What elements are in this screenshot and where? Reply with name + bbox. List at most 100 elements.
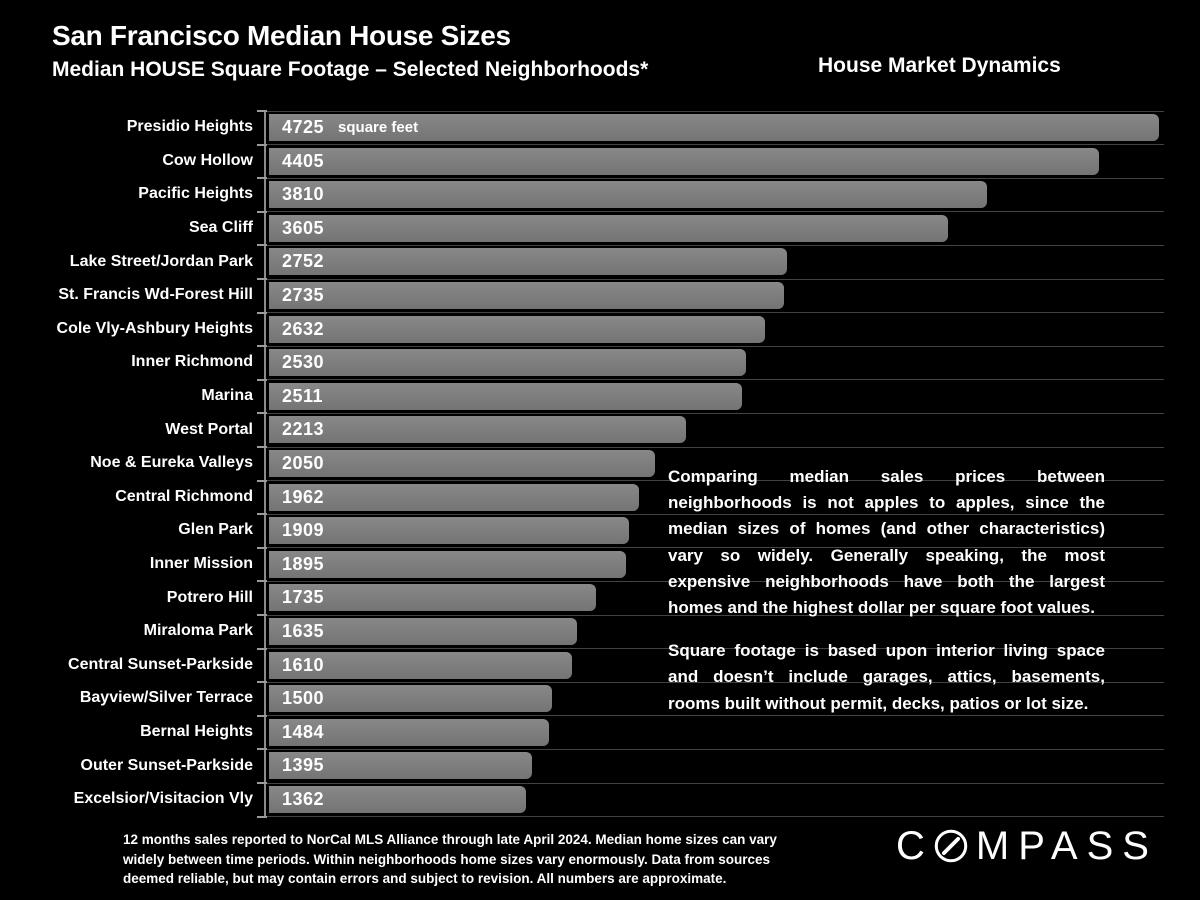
category-label: Bernal Heights [140, 723, 253, 741]
logo-letters-mpass: MPASS [975, 824, 1158, 868]
category-label: Marina [201, 387, 253, 405]
bar: 4405 [269, 147, 1099, 175]
category-label: Pacific Heights [138, 185, 253, 203]
gridline [266, 110, 1164, 112]
axis-tick [257, 681, 267, 684]
axis-tick [257, 110, 267, 112]
axis-tick [257, 345, 267, 348]
axis-tick [257, 546, 267, 549]
logo-letter-c: C [896, 824, 934, 868]
gridline [266, 614, 1164, 616]
axis-tick [257, 446, 267, 448]
value-label: 1909 [282, 520, 325, 541]
category-label: Glen Park [178, 521, 253, 539]
value-label: 1895 [282, 553, 325, 574]
value-label: 1962 [282, 486, 325, 507]
bar: 1500 [269, 685, 552, 713]
category-label: West Portal [165, 420, 253, 438]
value-label: 2632 [282, 318, 325, 339]
page-title: San Francisco Median House Sizes [52, 20, 511, 51]
gridline [266, 782, 1164, 784]
compass-logo: C MPASS [896, 820, 1158, 872]
bar: 1362 [269, 786, 526, 813]
axis-tick [257, 378, 267, 381]
category-label: Inner Richmond [131, 353, 253, 371]
value-label: 1362 [282, 789, 325, 809]
gridline [266, 513, 1164, 515]
axis-tick [257, 782, 267, 784]
gridline [266, 748, 1164, 750]
footnote: 12 months sales reported to NorCal MLS A… [123, 830, 777, 889]
value-label: 4405 [282, 150, 325, 171]
bar: 1484 [269, 718, 549, 746]
category-label: Inner Mission [149, 555, 253, 573]
gridline [266, 816, 1164, 818]
gridline [266, 547, 1164, 549]
brand-heading: House Market Dynamics [818, 54, 1061, 77]
bar: 2530 [269, 349, 746, 377]
axis-tick [257, 177, 267, 180]
bar: 1610 [269, 651, 572, 679]
category-label: St. Francis Wd-Forest Hill [58, 286, 253, 304]
gridline [266, 177, 1164, 179]
category-label: Lake Street/Jordan Park [69, 252, 253, 270]
bar: 3810 [269, 181, 987, 209]
category-label: Sea Cliff [188, 219, 253, 237]
commentary-paragraph-2: Square footage is based upon interior li… [668, 641, 1105, 713]
value-label: 1500 [282, 688, 325, 709]
value-label: 1635 [282, 621, 325, 641]
bar: 1895 [269, 550, 626, 578]
value-label: 1395 [282, 755, 325, 776]
category-label: Noe & Eureka Valleys [90, 454, 253, 472]
bar: 1909 [269, 517, 629, 545]
footnote-line: 12 months sales reported to NorCal MLS A… [123, 832, 777, 847]
gridline [266, 681, 1164, 683]
gridline [266, 211, 1164, 213]
category-label: Bayview/Silver Terrace [79, 689, 253, 707]
gridline [266, 412, 1164, 414]
axis-tick [257, 815, 267, 818]
bar: 1635 [269, 618, 577, 645]
gridline [266, 715, 1164, 717]
bar: 1735 [269, 584, 596, 612]
category-label: Cow Hollow [162, 151, 253, 169]
bar: 2050 [269, 450, 655, 477]
category-label: Central Richmond [115, 487, 253, 505]
axis-tick [257, 580, 267, 583]
value-label: 1735 [282, 587, 325, 608]
gridline [266, 144, 1164, 146]
value-label: 1484 [282, 721, 325, 742]
bar-chart: Presidio Heights 4725 square feet Cow Hollo… [0, 110, 1200, 820]
gridline [266, 244, 1164, 246]
gridline [266, 648, 1164, 650]
unit-label: square feet [338, 119, 419, 136]
gridline [266, 312, 1164, 314]
axis-tick [257, 311, 267, 314]
axis-tick [257, 748, 267, 751]
value-label: 3810 [282, 184, 325, 205]
value-label: 4725 [282, 117, 325, 137]
bar: 2632 [269, 315, 765, 343]
value-label: 3605 [282, 217, 325, 238]
category-label: Cole Vly-Ashbury Heights [56, 319, 253, 337]
bar: 2735 [269, 282, 784, 309]
bar: 2752 [269, 248, 787, 276]
bar: 3605 [269, 214, 948, 242]
axis-tick [257, 210, 267, 213]
gridline [266, 278, 1164, 280]
category-label: Central Sunset-Parkside [68, 655, 253, 673]
category-label: Excelsior/Visitacion Vly [73, 790, 253, 808]
value-label: 2511 [282, 385, 324, 406]
gridline [266, 580, 1164, 582]
gridline [266, 480, 1164, 482]
axis-tick [257, 714, 267, 717]
gridline [266, 446, 1164, 448]
bar: 4725 square feet [269, 114, 1159, 141]
value-label: 2735 [282, 285, 325, 305]
bar: 1962 [269, 483, 639, 511]
footnote-line: widely between time periods. Within neig… [123, 851, 771, 867]
value-label: 2213 [282, 419, 325, 440]
bar: 2511 [269, 382, 742, 410]
axis-tick [257, 513, 267, 516]
